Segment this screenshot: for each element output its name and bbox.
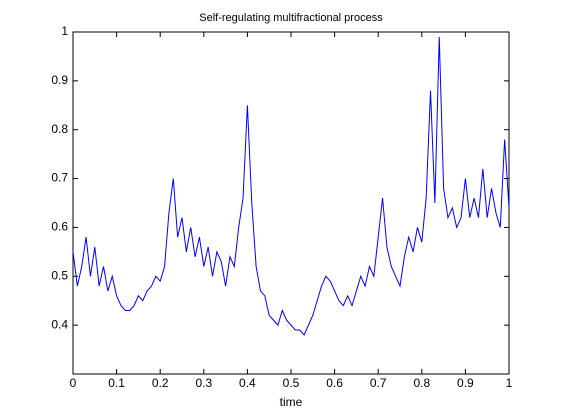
y-tick-label: 0.9 [51,73,68,87]
x-tick-label: 0.9 [457,376,474,390]
chart-title: Self-regulating multifractional process [199,12,383,24]
x-axis-label: time [280,395,303,409]
x-tick-label: 0.2 [152,376,169,390]
y-tick-label: 0.8 [51,122,68,136]
x-tick-label: 0.8 [413,376,430,390]
x-tick-label: 0.3 [195,376,212,390]
x-tick-label: 0.4 [239,376,256,390]
x-tick-label: 0.1 [108,376,125,390]
y-tick-label: 0.7 [51,171,68,185]
y-tick-label: 0.4 [51,317,68,331]
x-tick-label: 1 [506,376,513,390]
x-tick-label: 0.6 [326,376,343,390]
x-tick-label: 0 [70,376,77,390]
y-tick-label: 0.6 [51,220,68,234]
plot-area [72,31,510,375]
x-tick-label: 0.7 [370,376,387,390]
series-line [72,36,510,336]
y-tick-label: 1 [61,24,68,38]
y-tick-label: 0.5 [51,268,68,282]
x-tick-label: 0.5 [283,376,300,390]
